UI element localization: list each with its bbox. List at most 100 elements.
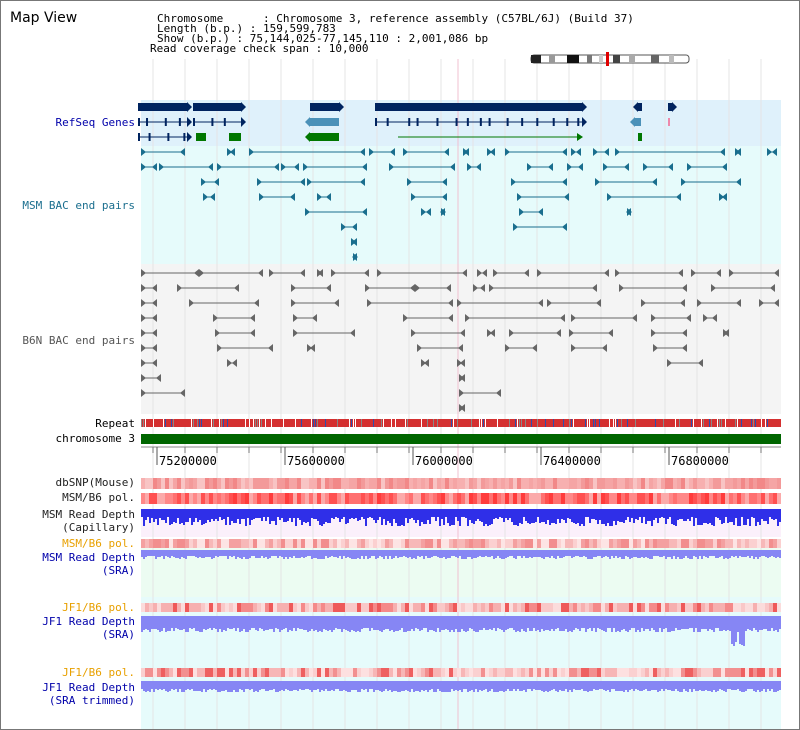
depth-bar xyxy=(445,681,447,692)
depth-bar xyxy=(511,616,513,628)
depth-bar xyxy=(551,616,553,629)
track-label-msm-depth-capillary[interactable]: MSM Read Depth (Capillary) xyxy=(42,508,135,534)
bac-end xyxy=(691,269,696,277)
heat-cell xyxy=(365,493,369,504)
track-label-jf1-depth-sra[interactable]: JF1 Read Depth (SRA) xyxy=(42,615,135,641)
depth-bar xyxy=(507,509,509,520)
repeat-stripe xyxy=(249,419,250,427)
depth-bar xyxy=(247,681,249,689)
heat-cell xyxy=(437,478,441,489)
bac-end xyxy=(564,193,569,201)
track-label-msm-b6-pol-2[interactable]: MSM/B6 pol. xyxy=(62,537,135,550)
depth-bar xyxy=(301,681,303,690)
depth-bar xyxy=(557,681,559,692)
heat-cell xyxy=(253,603,257,612)
depth-bar xyxy=(347,681,349,692)
depth-bar xyxy=(189,681,191,690)
depth-bar xyxy=(267,550,269,559)
bac-end xyxy=(213,314,218,322)
heat-cell xyxy=(625,603,629,612)
track-label-dbsnp[interactable]: dbSNP(Mouse) xyxy=(55,476,135,489)
depth-bar xyxy=(437,550,439,557)
heat-cell xyxy=(413,539,417,548)
track-label-refseq-genes[interactable]: RefSeq Genes xyxy=(55,116,135,129)
track-label-msm-b6-pol-1[interactable]: MSM/B6 pol. xyxy=(62,491,135,504)
heat-cell xyxy=(765,493,769,504)
bac-end xyxy=(532,344,537,352)
heat-cell xyxy=(425,603,429,612)
gene-arrow xyxy=(305,117,310,127)
gene-block xyxy=(638,133,642,141)
heat-cell xyxy=(365,539,369,548)
depth-bar xyxy=(563,550,565,557)
heat-cell xyxy=(473,539,477,548)
depth-bar xyxy=(339,509,341,522)
depth-bar xyxy=(411,509,413,518)
depth-bar xyxy=(669,616,671,632)
heat-cell xyxy=(569,603,573,612)
depth-bar xyxy=(655,681,657,690)
depth-bar xyxy=(191,550,193,556)
track-label-b6n-bac[interactable]: B6N BAC end pairs xyxy=(22,334,135,347)
depth-bar xyxy=(399,509,401,526)
depth-bar xyxy=(271,509,273,521)
track-label-jf1-b6-pol-1[interactable]: JF1/B6 pol. xyxy=(62,601,135,614)
heat-cell xyxy=(221,603,225,612)
depth-bar xyxy=(299,550,301,558)
depth-bar xyxy=(575,550,577,556)
ideogram-position-marker xyxy=(606,52,609,66)
gene-block xyxy=(310,133,339,141)
bac-end xyxy=(290,193,295,201)
depth-bar xyxy=(545,509,547,524)
heat-cell xyxy=(221,493,225,504)
depth-bar xyxy=(407,509,409,523)
heat-cell xyxy=(401,478,405,489)
depth-bar xyxy=(395,616,397,631)
depth-bar xyxy=(755,616,757,630)
track-label-jf1-depth-trimmed[interactable]: JF1 Read Depth (SRA trimmed) xyxy=(42,681,135,707)
depth-bar xyxy=(719,509,721,520)
depth-bar xyxy=(707,681,709,691)
heat-cell xyxy=(173,478,177,489)
heat-cell xyxy=(757,493,761,504)
depth-bar xyxy=(767,681,769,689)
depth-bar xyxy=(509,509,511,518)
depth-bar xyxy=(687,550,689,558)
heat-cell xyxy=(249,539,253,548)
repeat-stripe xyxy=(711,419,712,427)
bac-end xyxy=(681,178,686,186)
depth-bar xyxy=(561,509,563,519)
depth-bar xyxy=(337,616,339,629)
track-label-jf1-b6-pol-2[interactable]: JF1/B6 pol. xyxy=(62,666,135,679)
heat-cell xyxy=(549,539,553,548)
bac-end xyxy=(571,344,576,352)
depth-bar xyxy=(719,616,721,631)
depth-bar xyxy=(297,616,299,628)
repeat-stripe xyxy=(693,419,694,427)
depth-bar xyxy=(475,509,477,521)
depth-bar xyxy=(335,550,337,557)
depth-bar xyxy=(235,616,237,631)
depth-bar xyxy=(519,681,521,691)
depth-bar xyxy=(269,509,271,524)
depth-bar xyxy=(353,509,355,519)
depth-bar xyxy=(447,681,449,692)
track-label-msm-bac[interactable]: MSM BAC end pairs xyxy=(22,199,135,212)
depth-bar xyxy=(619,616,621,632)
bac-end xyxy=(712,314,717,322)
heat-cell xyxy=(613,493,617,504)
depth-bar xyxy=(399,681,401,692)
jf1-b6-pol-strip-1 xyxy=(141,603,781,612)
heat-cell xyxy=(765,539,769,548)
depth-bar xyxy=(423,509,425,524)
heat-cell xyxy=(557,539,561,548)
bac-end xyxy=(722,163,727,171)
ideogram-band xyxy=(587,55,592,63)
heat-cell xyxy=(773,493,777,504)
depth-bar xyxy=(161,550,163,556)
heat-cell xyxy=(409,539,413,548)
depth-bar xyxy=(419,616,421,631)
depth-bar xyxy=(157,509,159,525)
heat-cell xyxy=(281,668,285,677)
track-label-msm-depth-sra[interactable]: MSM Read Depth (SRA) xyxy=(42,551,135,577)
